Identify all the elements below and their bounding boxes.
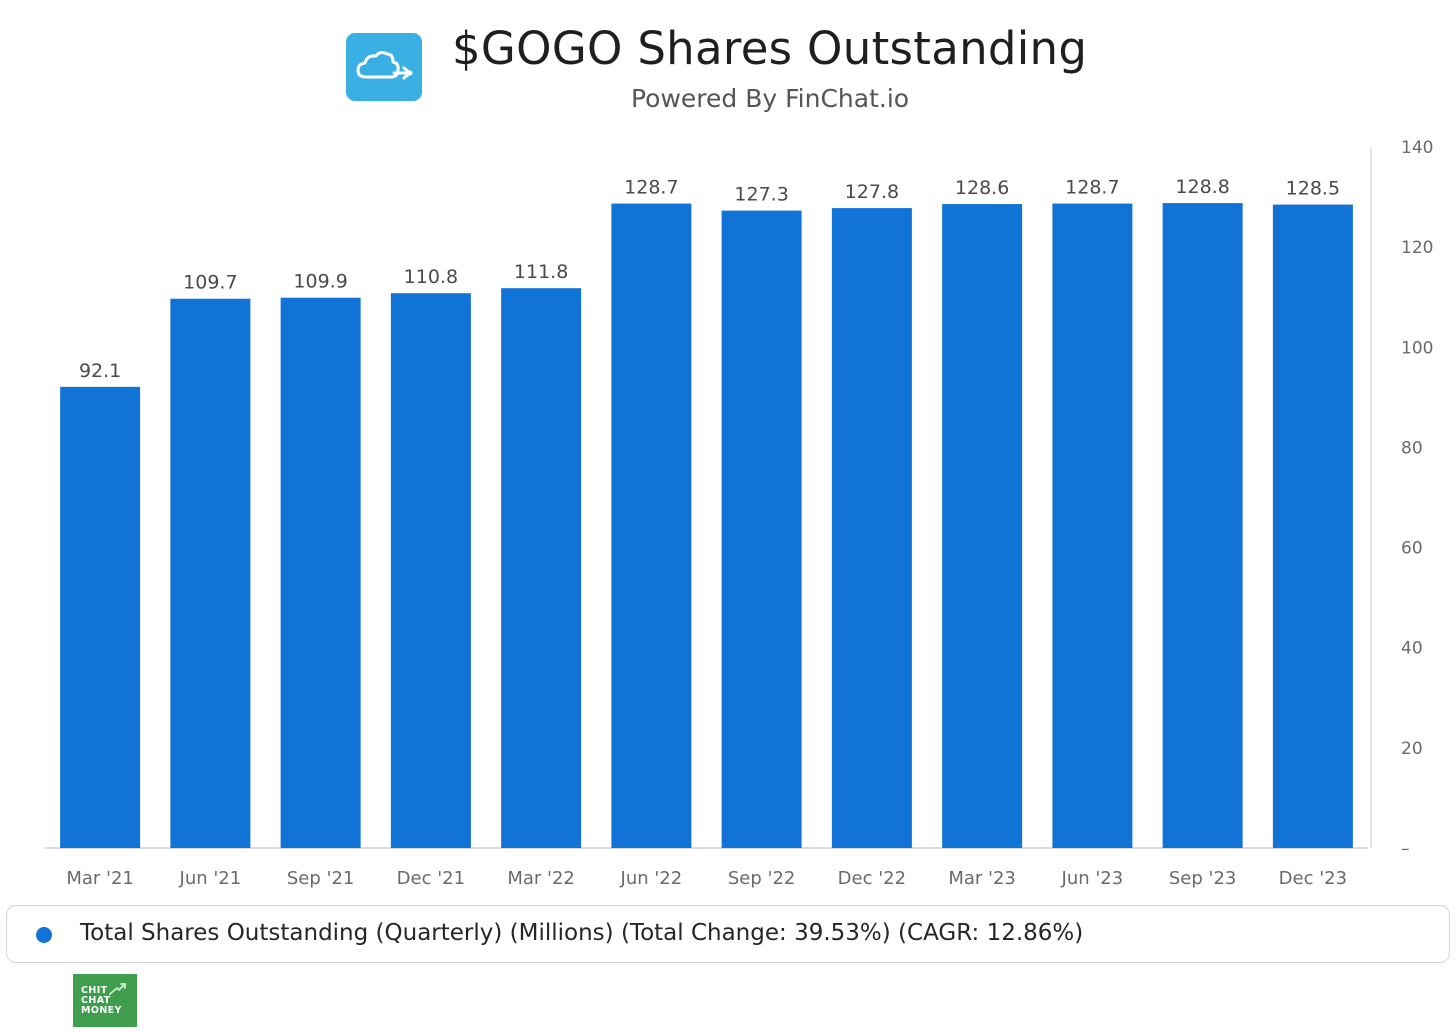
y-tick-label: 120 bbox=[1401, 238, 1433, 258]
bar-value-label: 92.1 bbox=[79, 360, 121, 382]
chart-subtitle: Powered By FinChat.io bbox=[631, 84, 910, 113]
x-tick-label: Dec '23 bbox=[1279, 868, 1347, 889]
value-labels: 92.1 109.7 109.9 110.8 111.8 128.7 127.3 127.8 1… bbox=[79, 176, 1340, 382]
bar bbox=[1162, 203, 1243, 848]
x-tick-label: Jun '21 bbox=[179, 868, 242, 889]
x-tick-label: Sep '22 bbox=[728, 868, 796, 889]
bar-value-label: 109.9 bbox=[293, 271, 347, 293]
legend-label: Total Shares Outstanding (Quarterly) (Mi… bbox=[80, 920, 1084, 946]
bar-value-label: 127.3 bbox=[734, 184, 788, 206]
bar-series bbox=[60, 203, 1353, 849]
x-tick-label: Jun '23 bbox=[1061, 868, 1124, 889]
bar bbox=[280, 297, 361, 849]
bar-value-label: 128.5 bbox=[1286, 178, 1340, 200]
x-tick-label: Dec '22 bbox=[838, 868, 906, 889]
chart-title: $GOGO Shares Outstanding bbox=[452, 22, 1088, 75]
brand-wordmark: CHIT CHAT MONEY bbox=[81, 985, 122, 1016]
y-tick-label: 140 bbox=[1401, 138, 1433, 158]
x-tick-label: Sep '23 bbox=[1169, 868, 1237, 889]
y-tick-label: – bbox=[1401, 839, 1410, 859]
bar-chart: 92.1 109.7 109.9 110.8 111.8 128.7 127.3 127.8 1… bbox=[45, 138, 1433, 889]
y-tick-label: 20 bbox=[1401, 739, 1423, 759]
bar-value-label: 128.8 bbox=[1175, 176, 1229, 198]
bar bbox=[831, 208, 912, 848]
chart-legend: Total Shares Outstanding (Quarterly) (Mi… bbox=[6, 905, 1450, 963]
x-tick-label: Jun '22 bbox=[620, 868, 683, 889]
legend-marker bbox=[36, 927, 52, 943]
bar bbox=[1052, 203, 1133, 849]
trend-arrow-icon bbox=[109, 983, 126, 995]
y-tick-labels: – 20 40 60 80 100 120 140 bbox=[1401, 138, 1433, 859]
bar-value-label: 109.7 bbox=[183, 272, 237, 294]
x-tick-label: Sep '21 bbox=[287, 868, 355, 889]
bar bbox=[611, 203, 692, 849]
x-tick-label: Mar '23 bbox=[948, 868, 1016, 889]
bar-value-label: 110.8 bbox=[404, 266, 458, 288]
x-tick-label: Mar '22 bbox=[507, 868, 575, 889]
chit-chat-money-logo: CHIT CHAT MONEY bbox=[73, 974, 137, 1027]
x-tick-label: Dec '21 bbox=[397, 868, 465, 889]
bar-value-label: 128.6 bbox=[955, 177, 1009, 199]
bar-value-label: 128.7 bbox=[1065, 177, 1119, 199]
finchat-logo bbox=[346, 33, 422, 101]
bar bbox=[1272, 204, 1353, 848]
bar bbox=[390, 293, 471, 848]
bar bbox=[501, 288, 582, 848]
bar-value-label: 127.8 bbox=[845, 181, 899, 203]
bar-value-label: 111.8 bbox=[514, 261, 568, 283]
x-tick-label: Mar '21 bbox=[66, 868, 134, 889]
bar bbox=[60, 386, 141, 848]
bar bbox=[170, 298, 251, 848]
cloud-plane-icon bbox=[356, 50, 413, 80]
category-labels: Mar '21 Jun '21 Sep '21 Dec '21 Mar '22 Jun '… bbox=[66, 868, 1347, 889]
bar bbox=[721, 210, 802, 849]
y-tick-label: 40 bbox=[1401, 639, 1423, 659]
bar bbox=[942, 204, 1023, 848]
y-tick-label: 80 bbox=[1401, 438, 1423, 458]
y-tick-label: 60 bbox=[1401, 539, 1423, 559]
y-tick-label: 100 bbox=[1401, 338, 1433, 358]
bar-value-label: 128.7 bbox=[624, 177, 678, 199]
